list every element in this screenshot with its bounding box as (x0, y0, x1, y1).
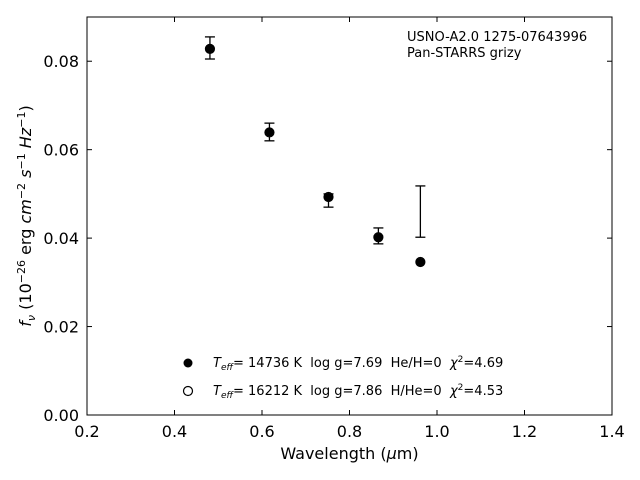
x-tick-label: 1.2 (512, 422, 537, 441)
x-tick-label: 1.4 (599, 422, 624, 441)
legend-entry-1: Teff= 14736 K log g=7.69 He/H=0 χ2=4.69 (213, 355, 503, 373)
legend-entry-2: Teff= 16212 K log g=7.86 H/He=0 χ2=4.53 (213, 383, 503, 401)
model-point-filled (264, 127, 274, 137)
y-axis-ticks: 0.00 0.02 0.04 0.06 0.08 (43, 52, 612, 425)
model-point-filled (205, 44, 215, 54)
y-tick-label: 0.08 (43, 52, 79, 71)
legend: Teff= 14736 K log g=7.69 He/H=0 χ2=4.69 … (182, 355, 503, 401)
annotation-object-name: USNO-A2.0 1275-07643996 (407, 30, 587, 45)
y-tick-label: 0.04 (43, 229, 79, 248)
x-tick-label: 0.4 (162, 422, 187, 441)
x-tick-label: 0.2 (74, 422, 99, 441)
y-tick-label: 0.06 (43, 141, 79, 160)
model-point-filled (415, 257, 425, 267)
x-tick-label: 0.6 (249, 422, 274, 441)
x-axis-ticks: 0.2 0.4 0.6 0.8 1.0 1.2 1.4 (74, 17, 625, 441)
legend-marker-filled (183, 358, 193, 368)
legend-marker-open (182, 385, 194, 397)
model-point-filled (373, 233, 383, 243)
x-tick-label: 0.8 (337, 422, 362, 441)
model-point-filled (324, 192, 333, 202)
y-tick-label: 0.02 (43, 318, 79, 337)
observed-error-bars (204, 36, 426, 245)
y-axis-label: fν (10−26 erg cm−2 s−1 Hz−1) (15, 105, 38, 326)
x-axis-label: Wavelength (μm) (280, 444, 418, 463)
model-points (204, 43, 426, 268)
x-tick-label: 1.0 (424, 422, 449, 441)
annotation-survey: Pan-STARRS grizy (407, 46, 522, 61)
y-tick-label: 0.00 (43, 406, 79, 425)
